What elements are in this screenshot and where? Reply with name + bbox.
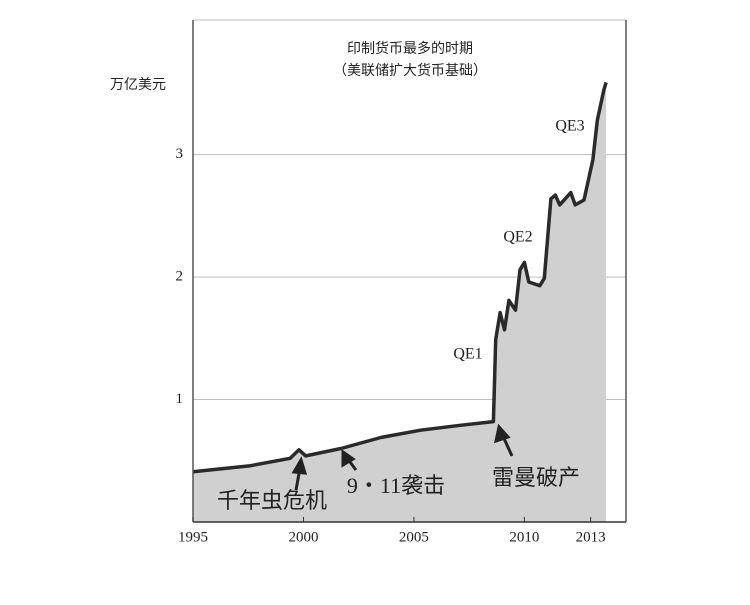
arrow-head — [341, 449, 356, 468]
arrow-head — [291, 456, 308, 475]
arrow-head — [493, 423, 511, 444]
annotation: QE2 — [503, 229, 532, 246]
y-tick-label: 2 — [176, 269, 184, 285]
x-tick-label: 2013 — [576, 529, 606, 545]
arrows — [291, 423, 514, 491]
annotation: QE3 — [555, 118, 584, 135]
annotation: 千年虫危机 — [217, 488, 327, 513]
chart-subtitle: （美联储扩大货币基础） — [333, 62, 487, 79]
line — [192, 81, 608, 474]
y-tick-label: 3 — [176, 146, 184, 162]
plot — [192, 81, 626, 523]
annotation: QE1 — [453, 346, 482, 363]
annotation: 雷曼破产 — [492, 465, 580, 490]
x-tick-label: 2005 — [399, 529, 429, 545]
annotation: 9・11袭击 — [347, 473, 445, 498]
y-tick-label: 1 — [176, 391, 184, 407]
x-tick-label: 2010 — [509, 529, 539, 545]
x-tick-label: 1995 — [178, 529, 208, 545]
chart-title: 印制货币最多的时期 — [347, 40, 473, 57]
x-tick-label: 2000 — [288, 529, 318, 545]
area-fill — [193, 82, 607, 523]
y-axis-label: 万亿美元 — [110, 77, 166, 93]
